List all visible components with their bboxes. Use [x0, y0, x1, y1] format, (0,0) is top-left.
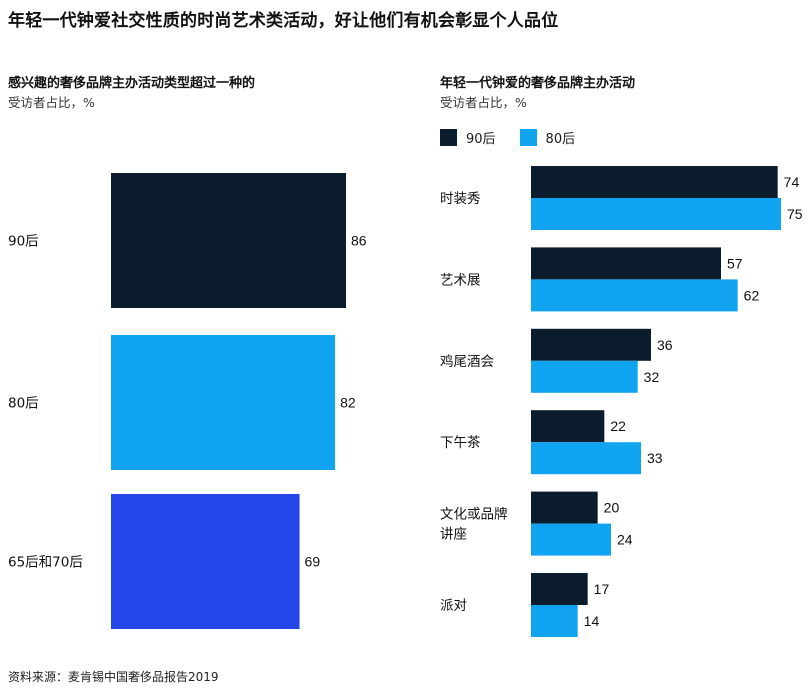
bar-3	[111, 494, 300, 629]
right-chart-unit: 受访者占比，%	[440, 95, 527, 110]
right-chart-title: 年轻一代钟爱的奢侈品牌主办活动	[440, 76, 636, 91]
category-label: 鸡尾酒会	[440, 353, 494, 370]
bar-1	[111, 173, 346, 308]
legend-item-80: 80后	[519, 128, 576, 147]
legend-swatch-90	[440, 129, 457, 146]
value-label: 62	[744, 287, 760, 303]
value-label: 22	[610, 418, 626, 434]
left-chart-title: 感兴趣的奢侈品牌主办活动类型超过一种的	[8, 76, 256, 91]
value-label: 20	[604, 500, 620, 516]
value-label: 14	[584, 613, 600, 629]
bar-2	[111, 335, 336, 470]
value-label: 36	[657, 337, 673, 353]
category-label: 派对	[440, 598, 467, 614]
left-bar-chart: 90后 86 80后 82 65后和70后 69	[8, 173, 367, 629]
legend-item-90: 90后	[440, 128, 496, 147]
page-title: 年轻一代钟爱社交性质的时尚艺术类活动，好让他们有机会彰显个人品位	[8, 11, 559, 31]
value-label: 69	[305, 554, 321, 570]
bar-80-1	[531, 198, 781, 230]
legend-swatch-80	[519, 129, 537, 146]
bar-90-1	[531, 166, 778, 198]
category-label: 65后和70后	[8, 555, 83, 571]
bar-80-5	[531, 523, 611, 556]
value-label: 75	[787, 206, 803, 222]
value-label: 82	[340, 395, 356, 411]
bar-90-3	[531, 328, 651, 361]
category-label: 80后	[8, 396, 39, 412]
category-label: 90后	[8, 234, 39, 250]
right-chart-legend: 90后 80后	[440, 128, 599, 147]
category-label: 讲座	[440, 527, 467, 543]
category-label: 时装秀	[440, 191, 481, 207]
bar-80-6	[531, 605, 578, 637]
source-note: 资料来源：麦肯锡中国奢侈品报告2019	[8, 670, 219, 684]
bar-90-2	[531, 247, 721, 280]
value-label: 33	[647, 450, 663, 466]
value-label: 32	[644, 369, 660, 385]
value-label: 86	[351, 233, 367, 249]
value-label: 24	[617, 532, 633, 548]
value-label: 17	[594, 581, 610, 597]
bar-80-3	[531, 360, 638, 393]
value-label: 57	[727, 255, 743, 271]
category-label: 文化或品牌	[440, 506, 508, 523]
legend-label-90: 90后	[466, 132, 496, 147]
value-label: 74	[784, 174, 800, 190]
category-label: 艺术展	[440, 272, 481, 288]
bar-90-6	[531, 573, 588, 605]
bar-90-5	[531, 491, 598, 524]
bar-80-2	[531, 279, 738, 312]
bar-80-4	[531, 442, 641, 475]
left-chart-unit: 受访者占比，%	[8, 95, 95, 110]
legend-label-80: 80后	[545, 132, 576, 147]
bar-90-4	[531, 410, 605, 443]
category-label: 下午茶	[440, 435, 481, 451]
